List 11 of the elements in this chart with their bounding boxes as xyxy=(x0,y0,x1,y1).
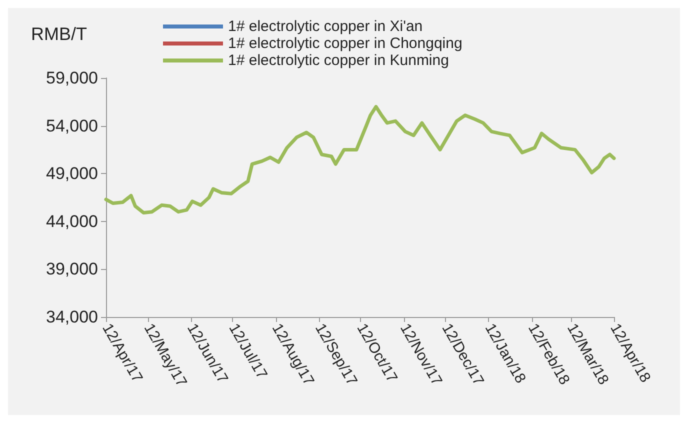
line-series xyxy=(104,104,616,215)
y-tick-label: 44,000 xyxy=(46,212,98,231)
y-axis-title: RMB/T xyxy=(31,24,87,44)
y-tick-label: 59,000 xyxy=(46,68,98,88)
y-tick-label: 54,000 xyxy=(46,116,98,136)
legend-label: 1# electrolytic copper in Xi'an xyxy=(228,18,423,35)
legend-label: 1# electrolytic copper in Kunming xyxy=(228,52,449,69)
y-tick-label: 39,000 xyxy=(46,260,98,279)
legend-label: 1# electrolytic copper in Chongqing xyxy=(228,35,462,52)
y-tick-label: 34,000 xyxy=(46,308,98,326)
y-tick-label: 49,000 xyxy=(46,164,98,184)
